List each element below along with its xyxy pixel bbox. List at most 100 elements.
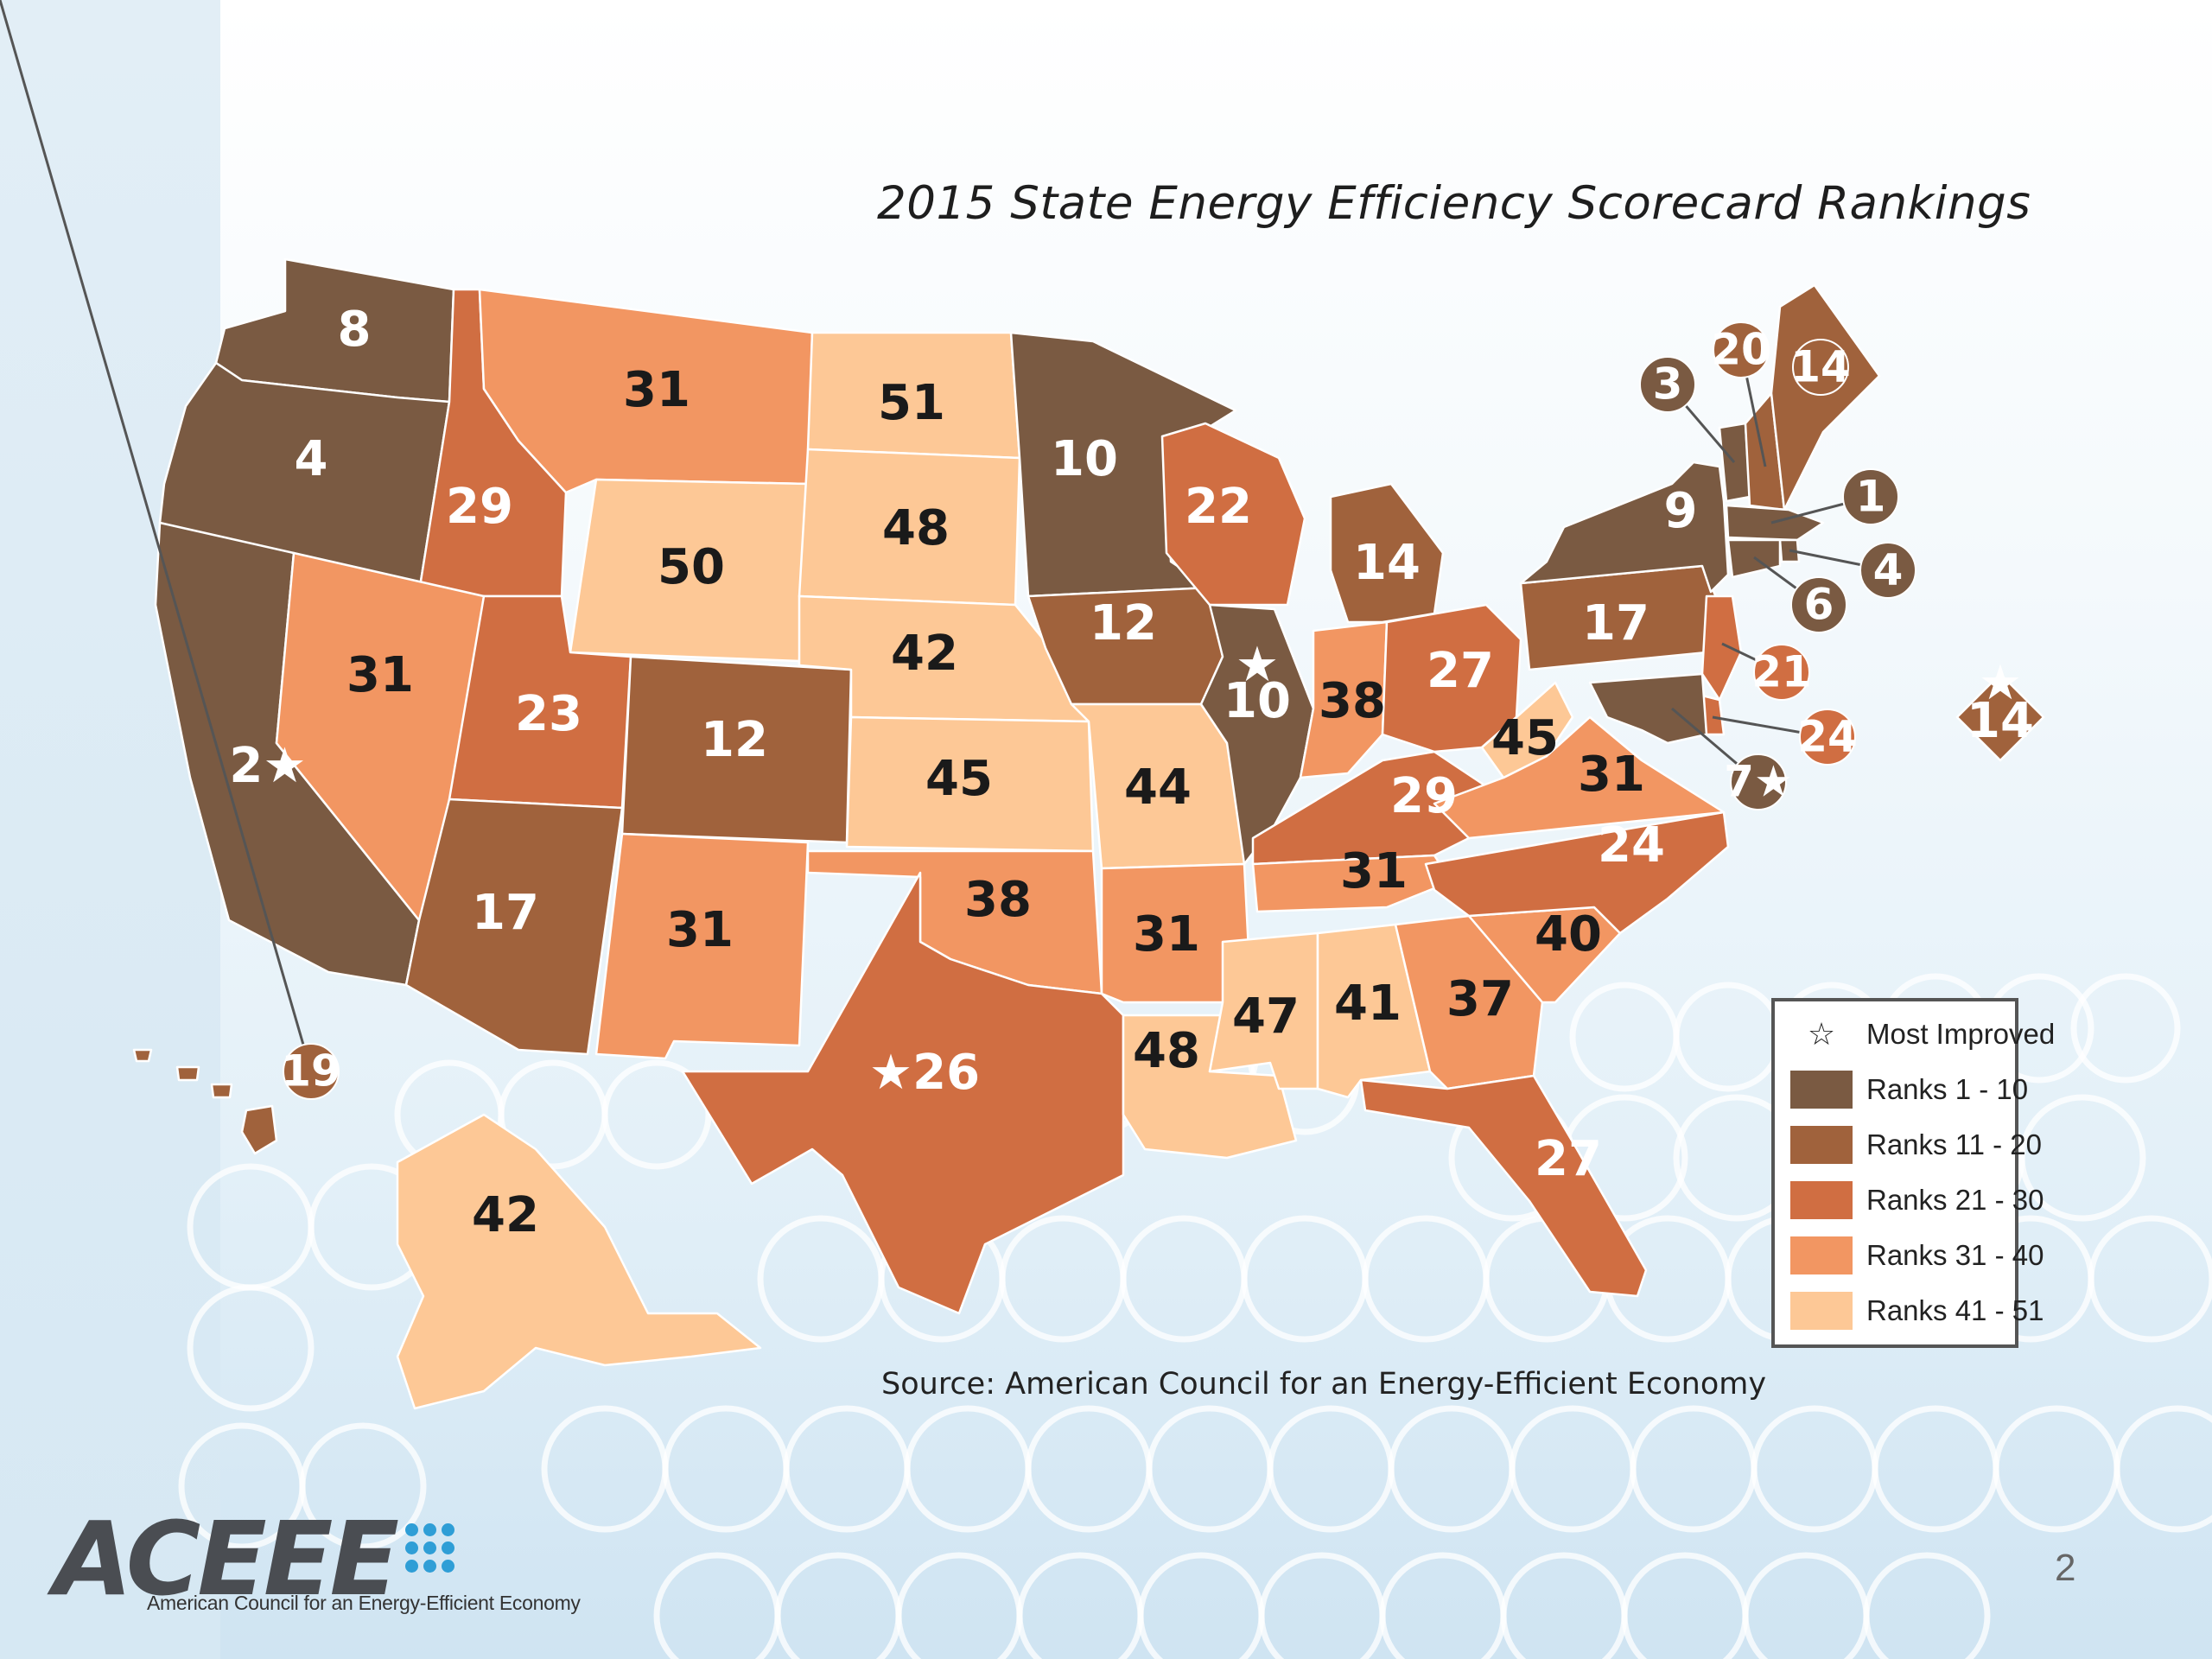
legend-label: Ranks 31 - 40 bbox=[1866, 1239, 2044, 1271]
state-wv bbox=[1480, 681, 1574, 779]
rank-label-ms: 47 bbox=[1232, 988, 1300, 1045]
legend-tier-4: Ranks 31 - 40 bbox=[1790, 1235, 2044, 1276]
rank-label-mo: 44 bbox=[1124, 760, 1192, 816]
legend: ☆ Most Improved Ranks 1 - 10 Ranks 11 - … bbox=[1771, 998, 2055, 1348]
rank-label-id: 29 bbox=[446, 479, 513, 535]
legend-swatch bbox=[1790, 1181, 1853, 1219]
rank-label-ky: 29 bbox=[1390, 768, 1458, 824]
state-az bbox=[404, 798, 624, 1056]
rank-label-mi: 14 bbox=[1353, 535, 1421, 591]
rank-label-nj: 21 bbox=[1751, 647, 1812, 697]
rank-label-ma: 1 bbox=[1856, 472, 1886, 522]
rank-label-la: 48 bbox=[1133, 1023, 1200, 1079]
legend-label: Most Improved bbox=[1866, 1018, 2056, 1050]
rank-label-il: 10 bbox=[1224, 673, 1291, 729]
source-note: Source: American Council for an Energy-E… bbox=[881, 1367, 1767, 1402]
rank-label-ia: 12 bbox=[1090, 595, 1157, 652]
rank-bubble-nj bbox=[1753, 644, 1810, 701]
rank-label-az: 17 bbox=[472, 885, 539, 941]
logo-subtitle: American Council for an Energy-Efficient… bbox=[147, 1592, 581, 1614]
rank-label-ak: 42 bbox=[472, 1187, 539, 1243]
rank-label-wy: 50 bbox=[658, 539, 725, 595]
rank-label-ga: 37 bbox=[1446, 971, 1514, 1027]
rank-label-va: 31 bbox=[1578, 747, 1645, 803]
rank-label-pa: 17 bbox=[1582, 595, 1649, 652]
rank-label-ri: 4 bbox=[1873, 545, 1904, 595]
state-md bbox=[1588, 672, 1708, 745]
rank-label-mt: 31 bbox=[623, 362, 690, 418]
rank-bubble-nh bbox=[1713, 321, 1770, 378]
legend-tier-1: Ranks 1 - 10 bbox=[1790, 1069, 2028, 1110]
rank-bubble-ct bbox=[1790, 576, 1847, 633]
rank-bubble-vt bbox=[1639, 356, 1696, 413]
legend-tier-5: Ranks 41 - 51 bbox=[1790, 1290, 2044, 1332]
legend-label: Ranks 11 - 20 bbox=[1866, 1128, 2042, 1160]
rank-label-al: 41 bbox=[1334, 976, 1402, 1032]
rank-label-ar: 31 bbox=[1133, 906, 1200, 963]
rank-label-ny: 9 bbox=[1664, 483, 1698, 539]
rank-label-tn: 31 bbox=[1340, 843, 1408, 899]
rank-label-wa: 8 bbox=[338, 302, 372, 358]
rank-label-md: 7★ bbox=[1724, 757, 1793, 807]
rank-label-mn: 10 bbox=[1051, 431, 1118, 487]
leader-line-hi bbox=[0, 0, 313, 1072]
rank-label-co: 12 bbox=[701, 712, 768, 768]
rank-label-hi: 19 bbox=[281, 1046, 341, 1096]
state-shapes bbox=[132, 257, 2045, 1410]
rank-label-in: 38 bbox=[1319, 673, 1386, 729]
state-hi bbox=[132, 1048, 278, 1155]
rank-label-fl: 27 bbox=[1535, 1131, 1602, 1187]
rank-bubble-md bbox=[1730, 753, 1787, 810]
rank-bubble-ma bbox=[1842, 468, 1899, 525]
state-labels: 842★29313150231712315148424538★261012443… bbox=[229, 302, 2034, 1243]
rank-label-tx: ★26 bbox=[869, 1045, 980, 1101]
rank-label-nm: 31 bbox=[666, 902, 734, 958]
legend-tier-3: Ranks 21 - 30 bbox=[1790, 1179, 2044, 1221]
rank-label-ut: 23 bbox=[515, 686, 582, 742]
legend-label: Ranks 21 - 30 bbox=[1866, 1184, 2044, 1216]
legend-swatch bbox=[1790, 1292, 1853, 1330]
left-band bbox=[0, 0, 220, 1659]
legend-swatch bbox=[1790, 1126, 1853, 1164]
rank-label-de: 24 bbox=[1797, 712, 1858, 762]
star-icon: ☆ bbox=[1807, 1016, 1836, 1052]
legend-tier-2: Ranks 11 - 20 bbox=[1790, 1124, 2042, 1166]
state-nc bbox=[1424, 810, 1730, 935]
state-nm bbox=[594, 832, 810, 1060]
state-ny bbox=[1519, 461, 1730, 594]
rank-bubble-hi bbox=[283, 1043, 340, 1100]
rank-label-me: 14 bbox=[1790, 342, 1851, 392]
legend-label: Ranks 41 - 51 bbox=[1866, 1294, 2044, 1326]
rank-label-sc: 40 bbox=[1535, 906, 1602, 963]
rank-label-vt: 3 bbox=[1653, 359, 1683, 410]
state-fl bbox=[1359, 1074, 1648, 1298]
rank-label-ct: 6 bbox=[1804, 580, 1834, 630]
page-number: 2 bbox=[2055, 1547, 2076, 1589]
logo-dots-icon bbox=[405, 1523, 455, 1573]
rank-label-wi: 22 bbox=[1185, 479, 1252, 535]
rank-label-nh: 20 bbox=[1711, 325, 1771, 375]
legend-label: Ranks 1 - 10 bbox=[1866, 1073, 2029, 1105]
state-wi bbox=[1160, 422, 1306, 607]
legend-most-improved: ☆ Most Improved bbox=[1790, 1014, 2055, 1055]
state-dc bbox=[1955, 672, 2045, 762]
rank-label-ne: 42 bbox=[891, 626, 958, 682]
state-me bbox=[1770, 283, 1881, 512]
rank-label-oh: 27 bbox=[1427, 643, 1494, 699]
rank-label-ks: 45 bbox=[925, 751, 993, 807]
legend-swatch bbox=[1790, 1236, 1853, 1274]
rank-label-nc: 24 bbox=[1598, 817, 1665, 874]
rank-label-ca: 2★ bbox=[229, 738, 306, 794]
aceee-logo: ACEEE bbox=[54, 1499, 455, 1618]
logo-wordmark: ACEEE bbox=[54, 1499, 399, 1618]
rank-label-nv: 31 bbox=[346, 647, 414, 703]
rank-label-or: 4 bbox=[295, 431, 328, 487]
rank-label-ok: 38 bbox=[964, 872, 1032, 928]
rank-bubble-ri bbox=[1859, 542, 1916, 599]
rank-label-sd: 48 bbox=[882, 500, 950, 556]
rank-label-wv: 45 bbox=[1491, 710, 1559, 766]
rank-bubble-de bbox=[1799, 709, 1856, 766]
star-icon: ★ bbox=[1979, 655, 2022, 711]
rank-label-nd: 51 bbox=[878, 375, 945, 431]
